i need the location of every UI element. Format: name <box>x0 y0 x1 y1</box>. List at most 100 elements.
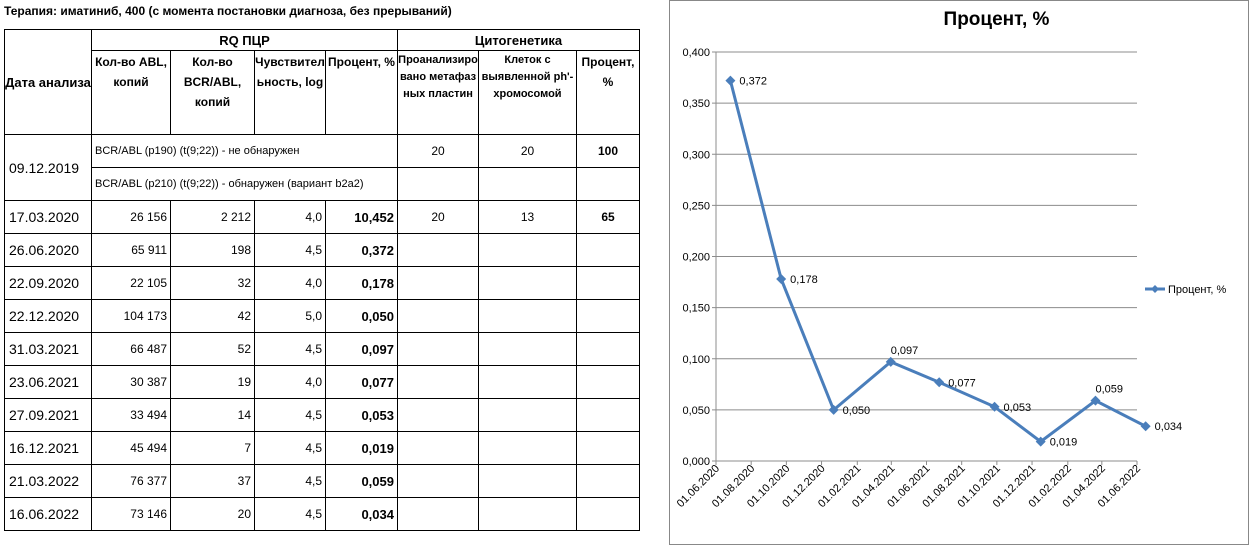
data-point <box>776 273 787 284</box>
cell-sensitivity: 4,5 <box>254 398 326 432</box>
header-date: Дата анализа <box>4 29 92 135</box>
empty-cell <box>397 167 479 201</box>
cell-bcr-abl: 19 <box>170 365 255 399</box>
data-point <box>1090 395 1101 406</box>
header-ph-cells: Клеток с выявленной ph'-хромосомой <box>478 50 577 135</box>
y-tick-label: 0,300 <box>682 149 710 161</box>
header-abl: Кол-во ABL, копий <box>91 50 171 135</box>
results-table: Дата анализа RQ ПЦР Цитогенетика Кол-во … <box>4 29 640 531</box>
cell-cyto-percent <box>576 398 640 432</box>
cell-percent: 0,097 <box>325 332 398 366</box>
cell-bcr-abl: 198 <box>170 233 255 267</box>
cell-ph-cells <box>478 266 577 300</box>
header-sensitivity: Чувствительность, log <box>254 50 326 135</box>
row-date: 31.03.2021 <box>4 332 92 366</box>
y-tick-label: 0,100 <box>682 354 710 366</box>
table-row: 17.03.2020 26 156 2 212 4,0 10,452 20 13 65 <box>4 200 640 234</box>
cell-cyto-percent <box>576 299 640 333</box>
data-label: 0,077 <box>948 377 976 389</box>
cell-abl: 22 105 <box>91 266 171 300</box>
table-row: 23.06.2021 30 387 19 4,0 0,077 <box>4 365 640 399</box>
cell-cyto-percent <box>576 431 640 465</box>
cell-percent: 0,050 <box>325 299 398 333</box>
row-date: 26.06.2020 <box>4 233 92 267</box>
first-metaphases: 20 <box>397 134 479 168</box>
cell-ph-cells <box>478 332 577 366</box>
note-p190: BCR/ABL (p190) (t(9;22)) - не обнаружен <box>91 134 398 168</box>
cell-bcr-abl: 2 212 <box>170 200 255 234</box>
first-ph-cells: 20 <box>478 134 577 168</box>
cell-metaphases <box>397 299 479 333</box>
cell-bcr-abl: 20 <box>170 497 255 531</box>
header-bcr-abl: Кол-во BCR/ABL, копий <box>170 50 255 135</box>
data-label: 0,059 <box>1095 384 1123 396</box>
cell-ph-cells <box>478 464 577 498</box>
header-rq-pcr: RQ ПЦР <box>91 29 398 51</box>
y-tick-label: 0,150 <box>682 303 710 315</box>
table-row: 16.12.2021 45 494 7 4,5 0,019 <box>4 431 640 465</box>
cell-abl: 30 387 <box>91 365 171 399</box>
cell-ph-cells <box>478 233 577 267</box>
cell-metaphases <box>397 233 479 267</box>
cell-sensitivity: 4,5 <box>254 233 326 267</box>
table-row: 22.12.2020 104 173 42 5,0 0,050 <box>4 299 640 333</box>
y-tick-label: 0,250 <box>682 200 710 212</box>
cell-metaphases <box>397 398 479 432</box>
cell-percent: 0,059 <box>325 464 398 498</box>
cell-ph-cells: 13 <box>478 200 577 234</box>
cell-percent: 0,019 <box>325 431 398 465</box>
legend-label: Процент, % <box>1168 284 1226 296</box>
table-row: 21.03.2022 76 377 37 4,5 0,059 <box>4 464 640 498</box>
table-row: 27.09.2021 33 494 14 4,5 0,053 <box>4 398 640 432</box>
data-point <box>934 377 945 388</box>
data-point <box>885 356 896 367</box>
cell-sensitivity: 4,0 <box>254 200 326 234</box>
data-label: 0,034 <box>1155 421 1183 433</box>
cell-metaphases <box>397 365 479 399</box>
data-point <box>1140 421 1151 432</box>
cell-abl: 104 173 <box>91 299 171 333</box>
y-tick-label: 0,200 <box>682 252 710 264</box>
cell-cyto-percent <box>576 365 640 399</box>
table-row: 16.06.2022 73 146 20 4,5 0,034 <box>4 497 640 531</box>
cell-ph-cells <box>478 299 577 333</box>
y-tick-label: 0,000 <box>682 456 710 468</box>
cell-abl: 66 487 <box>91 332 171 366</box>
row-date: 22.09.2020 <box>4 266 92 300</box>
cell-metaphases <box>397 431 479 465</box>
cell-abl: 73 146 <box>91 497 171 531</box>
cell-abl: 26 156 <box>91 200 171 234</box>
cell-percent: 0,077 <box>325 365 398 399</box>
cell-metaphases <box>397 266 479 300</box>
cell-cyto-percent <box>576 497 640 531</box>
data-point <box>725 75 736 86</box>
therapy-caption: Терапия: иматиниб, 400 (с момента постан… <box>4 4 452 18</box>
first-cyto-percent: 100 <box>576 134 640 168</box>
row-date: 23.06.2021 <box>4 365 92 399</box>
data-label: 0,097 <box>891 345 919 357</box>
data-label: 0,050 <box>843 405 871 417</box>
cell-metaphases <box>397 497 479 531</box>
cell-percent: 0,178 <box>325 266 398 300</box>
y-tick-label: 0,050 <box>682 405 710 417</box>
header-cyto-percent: Процент, % <box>576 50 640 135</box>
cell-sensitivity: 4,5 <box>254 464 326 498</box>
y-tick-label: 0,350 <box>682 98 710 110</box>
data-label: 0,053 <box>1004 402 1032 414</box>
legend-marker <box>1151 285 1159 293</box>
cell-sensitivity: 5,0 <box>254 299 326 333</box>
row-date: 16.12.2021 <box>4 431 92 465</box>
data-point <box>989 401 1000 412</box>
cell-bcr-abl: 7 <box>170 431 255 465</box>
cell-cyto-percent <box>576 464 640 498</box>
cell-cyto-percent <box>576 266 640 300</box>
cell-cyto-percent: 65 <box>576 200 640 234</box>
header-cytogenetics: Цитогенетика <box>397 29 640 51</box>
cell-bcr-abl: 32 <box>170 266 255 300</box>
cell-abl: 33 494 <box>91 398 171 432</box>
data-point <box>828 404 839 415</box>
cell-sensitivity: 4,5 <box>254 431 326 465</box>
cell-abl: 45 494 <box>91 431 171 465</box>
cell-bcr-abl: 14 <box>170 398 255 432</box>
table-row: 22.09.2020 22 105 32 4,0 0,178 <box>4 266 640 300</box>
